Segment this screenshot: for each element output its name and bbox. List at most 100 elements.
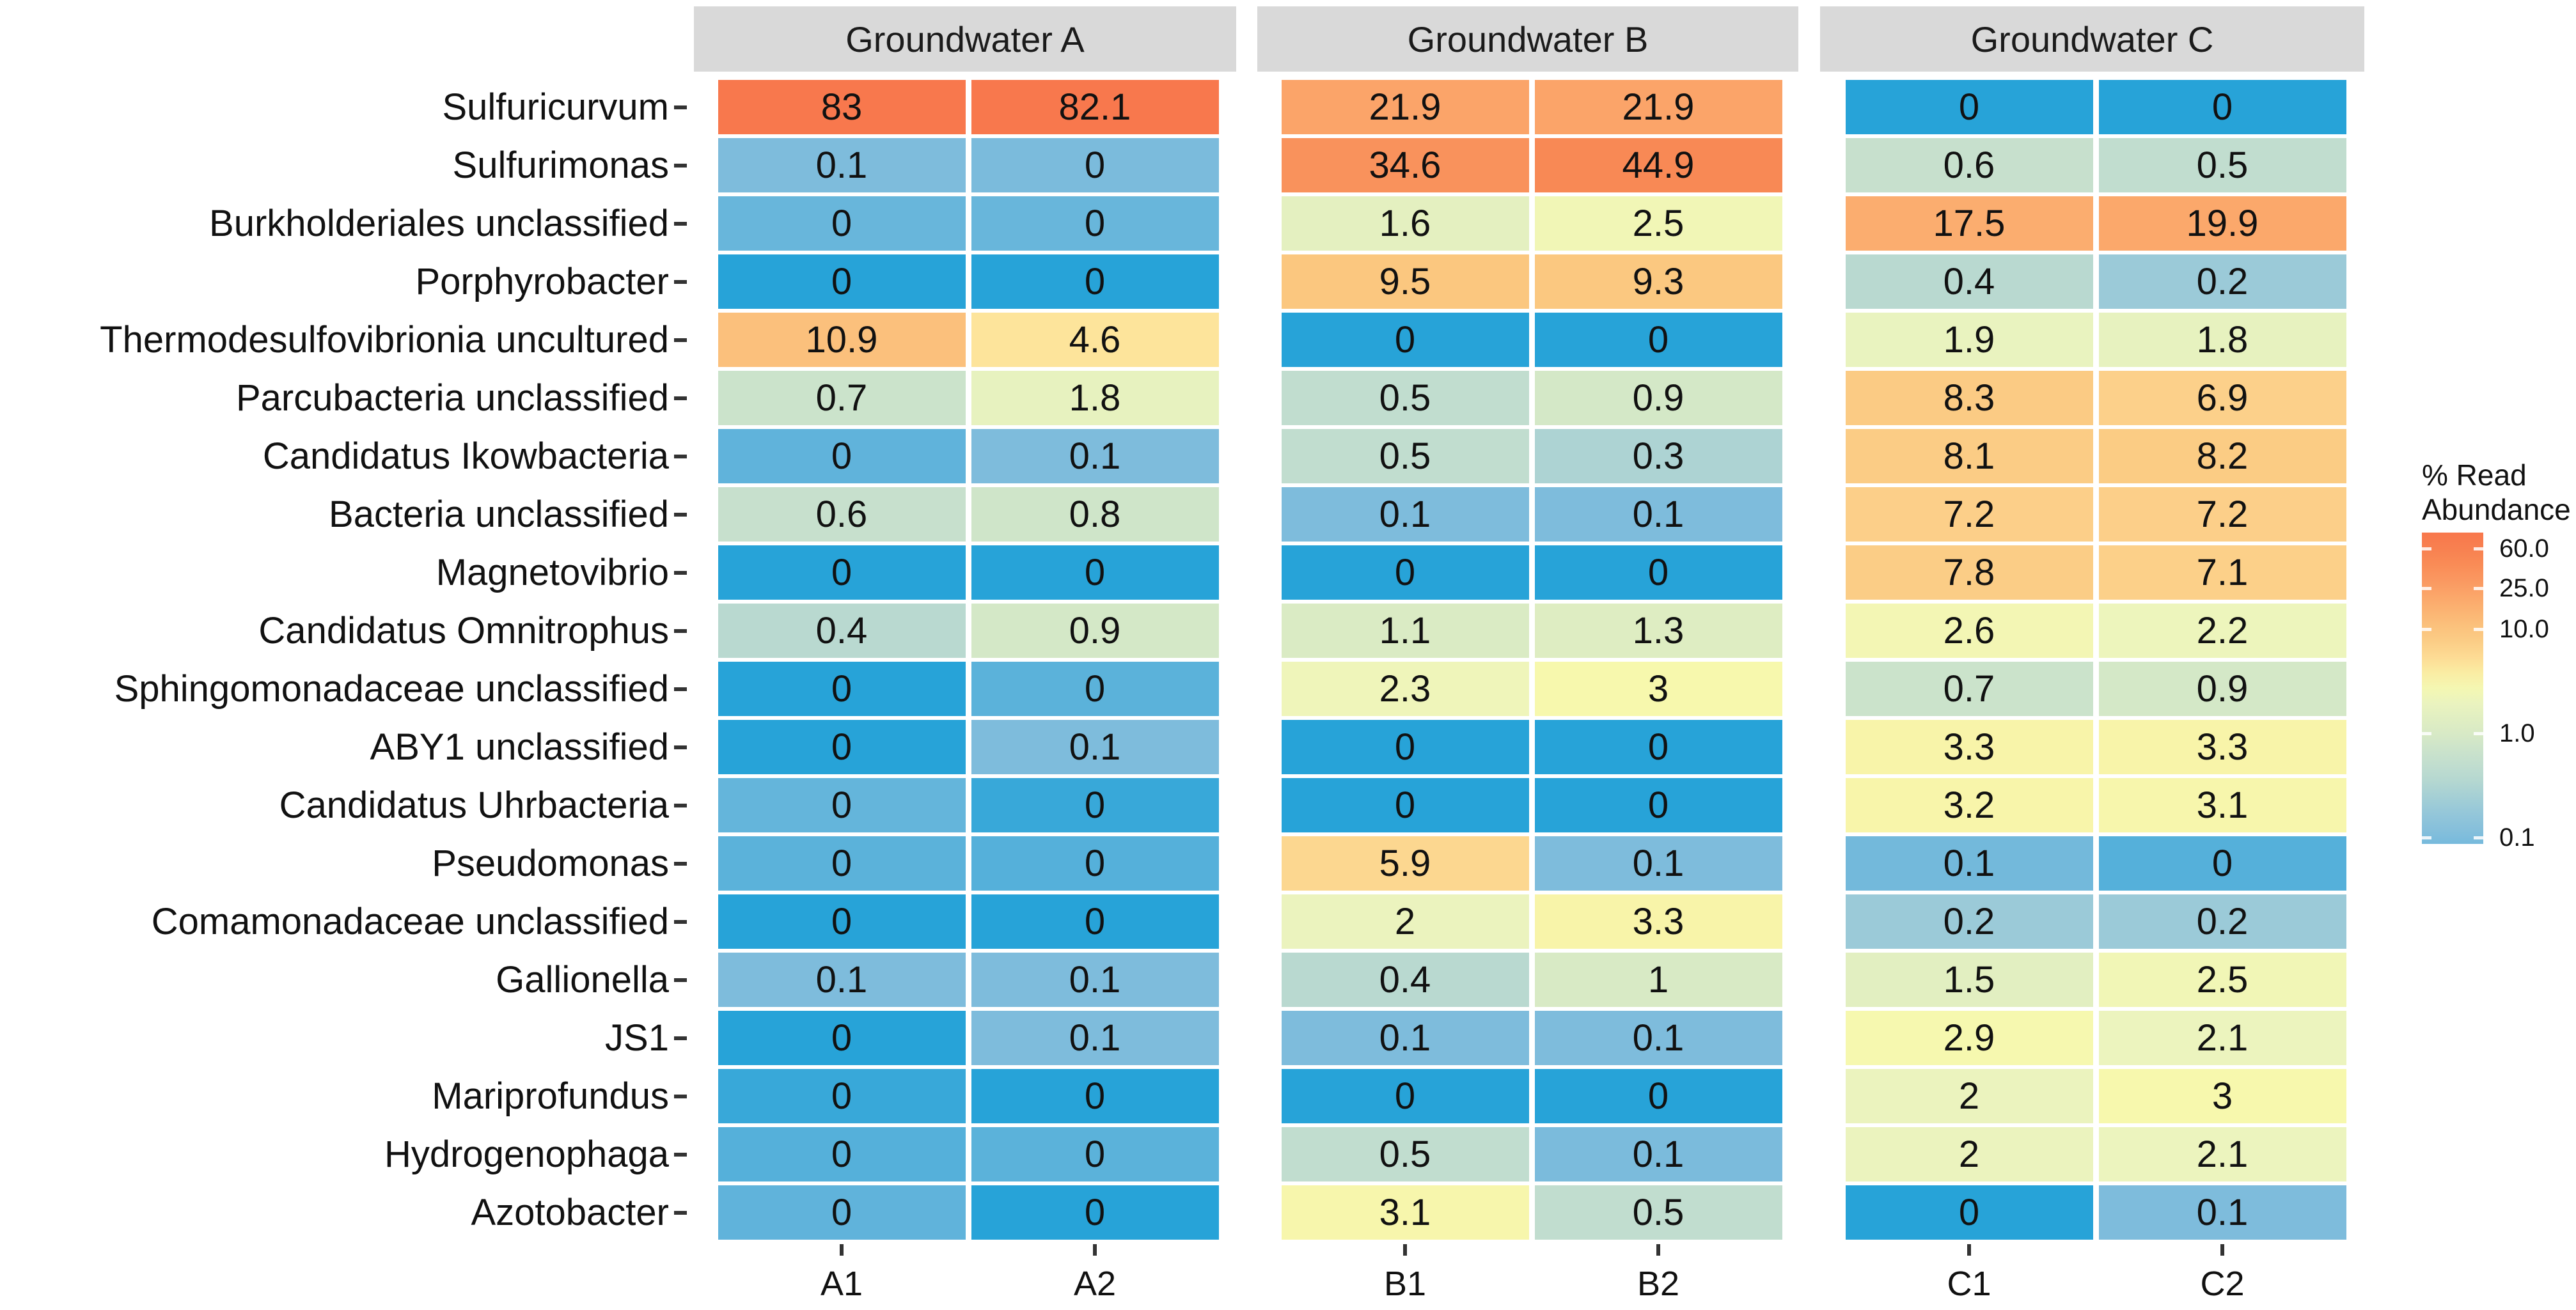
row-label: Candidatus Uhrbacteria (279, 784, 669, 826)
heatmap-cell: 0 (971, 894, 1219, 949)
heatmap-cell: 0.1 (971, 429, 1219, 483)
heatmap-cell: 1.9 (1845, 313, 2093, 367)
heatmap-cell: 0 (1534, 1069, 1782, 1123)
heatmap-cell: 2.6 (1845, 604, 2093, 658)
heatmap-cell: 0 (1534, 778, 1782, 832)
heatmap-cell: 0 (718, 545, 966, 600)
heatmap-cell: 1.8 (971, 371, 1219, 425)
heatmap-cell: 0 (971, 1069, 1219, 1123)
column-label: B2 (1637, 1265, 1680, 1303)
row-label: Sphingomonadaceae unclassified (114, 667, 669, 710)
heatmap-cell: 17.5 (1845, 196, 2093, 251)
heatmap-cell: 0 (1534, 313, 1782, 367)
heatmap-cell: 0 (718, 1127, 966, 1181)
heatmap-cell: 2.9 (1845, 1011, 2093, 1065)
row-label: Gallionella (496, 958, 669, 1001)
heatmap-cell: 0.3 (1534, 429, 1782, 483)
row-label: Thermodesulfovibrionia uncultured (100, 318, 669, 361)
heatmap-cell: 3.3 (2098, 720, 2346, 774)
heatmap-cell: 0.7 (1845, 662, 2093, 716)
heatmap-cell: 7.1 (2098, 545, 2346, 600)
heatmap-cell: 21.9 (1281, 80, 1529, 134)
y-axis-tick (674, 803, 687, 807)
heatmap-cell: 9.5 (1281, 254, 1529, 309)
y-axis-tick (674, 861, 687, 866)
legend-tick-mark (2474, 836, 2483, 840)
facet-strip-groundwater-b: Groundwater B (1257, 6, 1798, 72)
y-axis-tick (674, 570, 687, 575)
heatmap-cell: 4.6 (971, 313, 1219, 367)
y-axis-tick (674, 396, 687, 400)
heatmap-cell: 8.2 (2098, 429, 2346, 483)
heatmap-cell: 0 (971, 836, 1219, 891)
heatmap-cell: 1.8 (2098, 313, 2346, 367)
heatmap-cell: 0 (718, 836, 966, 891)
y-axis-tick (674, 454, 687, 458)
heatmap-cell: 0.1 (1845, 836, 2093, 891)
heatmap-cell: 2.5 (1534, 196, 1782, 251)
row-label: Mariprofundus (432, 1075, 669, 1117)
y-axis-tick (674, 919, 687, 924)
heatmap-cell: 0 (971, 196, 1219, 251)
legend-tick-mark (2474, 628, 2483, 632)
heatmap-cell: 2.1 (2098, 1127, 2346, 1181)
heatmap-cell: 0.6 (1845, 138, 2093, 192)
y-axis-tick (674, 279, 687, 284)
y-axis-tick (674, 163, 687, 168)
heatmap-cell: 0 (718, 254, 966, 309)
heatmap-cell: 0.1 (1534, 1011, 1782, 1065)
heatmap-cell: 7.8 (1845, 545, 2093, 600)
row-label: Magnetovibrio (436, 551, 669, 593)
row-label: Sulfurimonas (452, 144, 669, 186)
heatmap-cell: 2 (1845, 1127, 2093, 1181)
heatmap-cell: 3.3 (1845, 720, 2093, 774)
heatmap-cell: 0 (1281, 720, 1529, 774)
row-label: Bacteria unclassified (329, 493, 669, 535)
row-label: Hydrogenophaga (384, 1133, 669, 1175)
heatmap-cell: 3 (1534, 662, 1782, 716)
legend-tick-label: 25.0 (2499, 573, 2549, 602)
heatmap-cell: 0 (971, 138, 1219, 192)
row-label: Candidatus Ikowbacteria (262, 435, 669, 477)
row-label: Sulfuricurvum (442, 86, 669, 128)
heatmap-cell: 0.1 (2098, 1185, 2346, 1240)
column-label: A1 (820, 1265, 863, 1303)
heatmap-cell: 1 (1534, 953, 1782, 1007)
heatmap-cell: 0.4 (1281, 953, 1529, 1007)
heatmap-cell: 0.1 (718, 953, 966, 1007)
heatmap-cell: 0 (971, 545, 1219, 600)
heatmap-cell: 2 (1281, 894, 1529, 949)
heatmap-cell: 0.2 (2098, 254, 2346, 309)
heatmap-cell: 6.9 (2098, 371, 2346, 425)
row-label: ABY1 unclassified (370, 726, 669, 768)
heatmap-cell: 0.5 (1281, 1127, 1529, 1181)
legend-tick-mark (2422, 628, 2431, 632)
heatmap-cell: 0.1 (1281, 1011, 1529, 1065)
heatmap-cell: 0 (1281, 545, 1529, 600)
heatmap-cell: 0.1 (971, 953, 1219, 1007)
y-axis-tick (674, 1210, 687, 1215)
heatmap-cell: 10.9 (718, 313, 966, 367)
y-axis-tick (674, 221, 687, 226)
x-axis-tick (1403, 1244, 1407, 1256)
legend-tick-mark (2474, 586, 2483, 590)
x-axis-tick (840, 1244, 844, 1256)
heatmap-cell: 0.5 (1534, 1185, 1782, 1240)
heatmap-cell: 21.9 (1534, 80, 1782, 134)
heatmap-cell: 9.3 (1534, 254, 1782, 309)
heatmap-cell: 2.2 (2098, 604, 2346, 658)
heatmap-cell: 0.9 (2098, 662, 2346, 716)
heatmap-cell: 2.3 (1281, 662, 1529, 716)
heatmap-cell: 0 (2098, 836, 2346, 891)
heatmap-cell: 1.6 (1281, 196, 1529, 251)
heatmap-cell: 0 (1281, 778, 1529, 832)
heatmap-cell: 0.5 (2098, 138, 2346, 192)
heatmap-cell: 44.9 (1534, 138, 1782, 192)
heatmap-cell: 5.9 (1281, 836, 1529, 891)
heatmap-cell: 0 (1845, 80, 2093, 134)
heatmap-cell: 0.1 (971, 1011, 1219, 1065)
legend-tick-label: 0.1 (2499, 823, 2535, 852)
row-label: JS1 (605, 1017, 669, 1059)
heatmap-cell: 0 (971, 254, 1219, 309)
